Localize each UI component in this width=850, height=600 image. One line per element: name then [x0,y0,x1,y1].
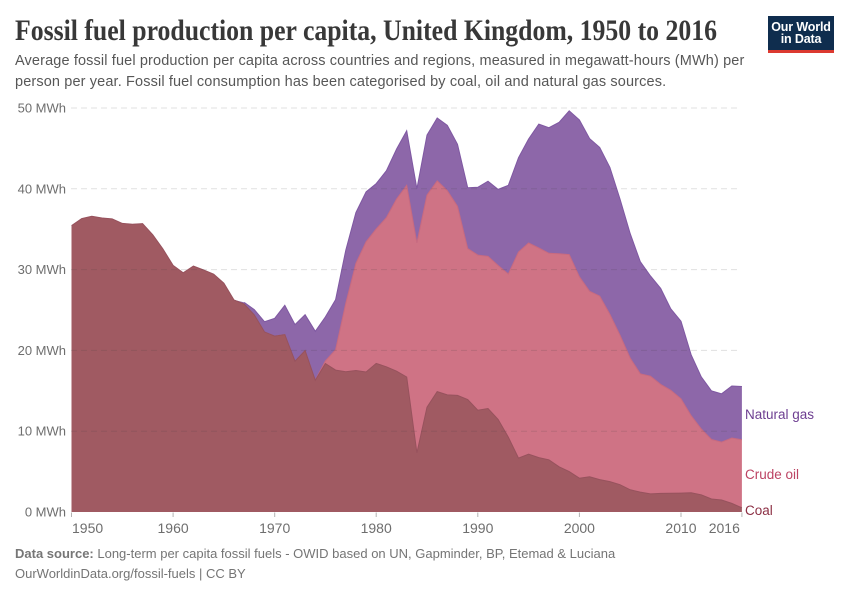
svg-text:30 MWh: 30 MWh [18,262,66,277]
svg-text:1980: 1980 [361,520,392,536]
svg-text:50 MWh: 50 MWh [18,101,66,116]
svg-text:1960: 1960 [158,520,189,536]
svg-text:Coal: Coal [745,503,773,518]
svg-text:20 MWh: 20 MWh [18,343,66,358]
svg-text:10 MWh: 10 MWh [18,424,66,439]
svg-text:0 MWh: 0 MWh [25,505,66,520]
svg-text:2010: 2010 [665,520,696,536]
svg-text:2016: 2016 [709,520,740,536]
svg-text:Crude oil: Crude oil [745,467,799,482]
svg-text:40 MWh: 40 MWh [18,181,66,196]
svg-text:2000: 2000 [564,520,595,536]
svg-text:1990: 1990 [462,520,493,536]
svg-text:1950: 1950 [72,520,103,536]
svg-text:1970: 1970 [259,520,290,536]
svg-text:Natural gas: Natural gas [745,407,814,422]
